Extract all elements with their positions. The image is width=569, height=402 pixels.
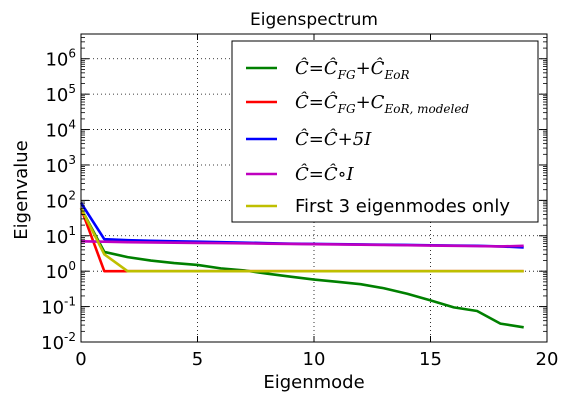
series-line — [79, 207, 524, 329]
y-tick-label: 102 — [45, 188, 76, 212]
y-tick-label: 106 — [45, 47, 76, 71]
series-line — [80, 239, 524, 248]
x-tick-label: 0 — [75, 349, 86, 370]
y-tick-label: 10-2 — [41, 330, 76, 354]
legend-label: Ĉ=Ĉ+5I — [295, 127, 372, 150]
series-line — [79, 207, 524, 273]
axis-ticks: 0 5 10 15 20 10-2 10-1 100 101 102 103 104 105 106 — [41, 34, 558, 370]
y-tick-label: 103 — [45, 153, 76, 177]
legend-label: Ĉ=ĈFG+CEoR, modeled — [295, 90, 469, 116]
y-tick-label: 105 — [45, 82, 76, 106]
series-lines — [79, 202, 524, 329]
x-tick-label: 10 — [303, 349, 326, 370]
legend-label: Ĉ=Ĉ∘I — [295, 162, 354, 185]
y-tick-label: 10-1 — [41, 295, 76, 319]
y-tick-label: 104 — [45, 118, 76, 142]
legend-label: First 3 eigenmodes only — [295, 196, 510, 217]
y-axis-label: Eigenvalue — [11, 140, 32, 239]
legend: Ĉ=ĈFG+ĈEoR Ĉ=ĈFG+CEoR, modeled Ĉ=Ĉ+5I Ĉ=Ĉ∘I… — [231, 40, 539, 223]
x-tick-label: 15 — [419, 349, 442, 370]
y-tick-label: 100 — [45, 259, 76, 283]
x-tick-label: 20 — [536, 349, 559, 370]
legend-label: Ĉ=ĈFG+ĈEoR — [295, 56, 409, 82]
chart-title: Eigenspectrum — [250, 10, 378, 30]
legend-box — [231, 40, 539, 223]
y-tick-label: 101 — [45, 224, 76, 248]
x-tick-label: 5 — [192, 349, 203, 370]
x-axis-label: Eigenmode — [263, 372, 364, 393]
